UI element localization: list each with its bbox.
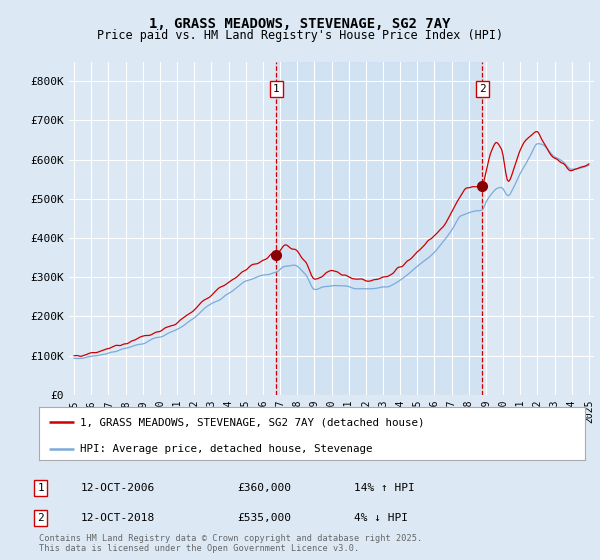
Text: 2: 2 <box>37 513 44 523</box>
Text: Price paid vs. HM Land Registry's House Price Index (HPI): Price paid vs. HM Land Registry's House … <box>97 29 503 42</box>
Text: 4% ↓ HPI: 4% ↓ HPI <box>354 513 408 523</box>
Text: £535,000: £535,000 <box>237 513 291 523</box>
Text: 1, GRASS MEADOWS, STEVENAGE, SG2 7AY (detached house): 1, GRASS MEADOWS, STEVENAGE, SG2 7AY (de… <box>80 417 424 427</box>
Text: 12-OCT-2018: 12-OCT-2018 <box>81 513 155 523</box>
Text: 1: 1 <box>37 483 44 493</box>
Text: 1, GRASS MEADOWS, STEVENAGE, SG2 7AY: 1, GRASS MEADOWS, STEVENAGE, SG2 7AY <box>149 17 451 31</box>
Text: 2: 2 <box>479 84 485 94</box>
Text: Contains HM Land Registry data © Crown copyright and database right 2025.
This d: Contains HM Land Registry data © Crown c… <box>39 534 422 553</box>
Text: 1: 1 <box>273 84 280 94</box>
Bar <box>277 62 482 395</box>
Text: 14% ↑ HPI: 14% ↑ HPI <box>354 483 415 493</box>
Text: 12-OCT-2006: 12-OCT-2006 <box>81 483 155 493</box>
Text: HPI: Average price, detached house, Stevenage: HPI: Average price, detached house, Stev… <box>80 444 373 454</box>
Text: £360,000: £360,000 <box>237 483 291 493</box>
